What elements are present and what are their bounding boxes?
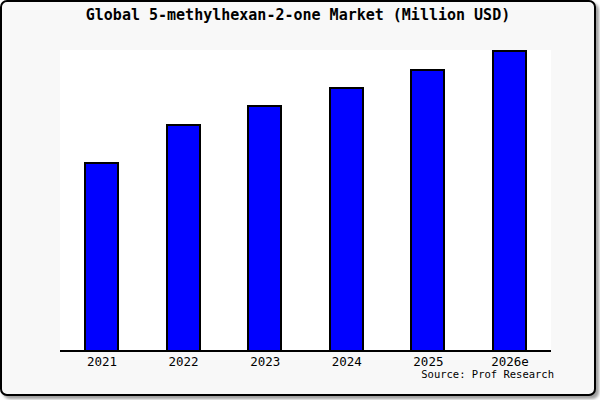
x-tick-label-2025: 2025: [413, 354, 443, 369]
x-tick-label-2026e: 2026e: [491, 354, 529, 369]
x-tick-label-2023: 2023: [250, 354, 280, 369]
bar-2022: [166, 124, 201, 350]
chart-title: Global 5-methylhexan-2-one Market (Milli…: [2, 6, 594, 24]
bar-2025: [410, 69, 445, 350]
bar-2026e: [492, 50, 527, 350]
x-tick-label-2024: 2024: [332, 354, 362, 369]
x-tick-label-2022: 2022: [169, 354, 199, 369]
bar-2024: [329, 87, 364, 350]
bar-2021: [84, 162, 119, 350]
source-caption: Source: Prof Research: [421, 368, 554, 380]
plot-area: [60, 50, 551, 352]
x-tick-label-2021: 2021: [87, 354, 117, 369]
bar-2023: [247, 105, 282, 350]
chart-frame: Global 5-methylhexan-2-one Market (Milli…: [0, 0, 596, 396]
